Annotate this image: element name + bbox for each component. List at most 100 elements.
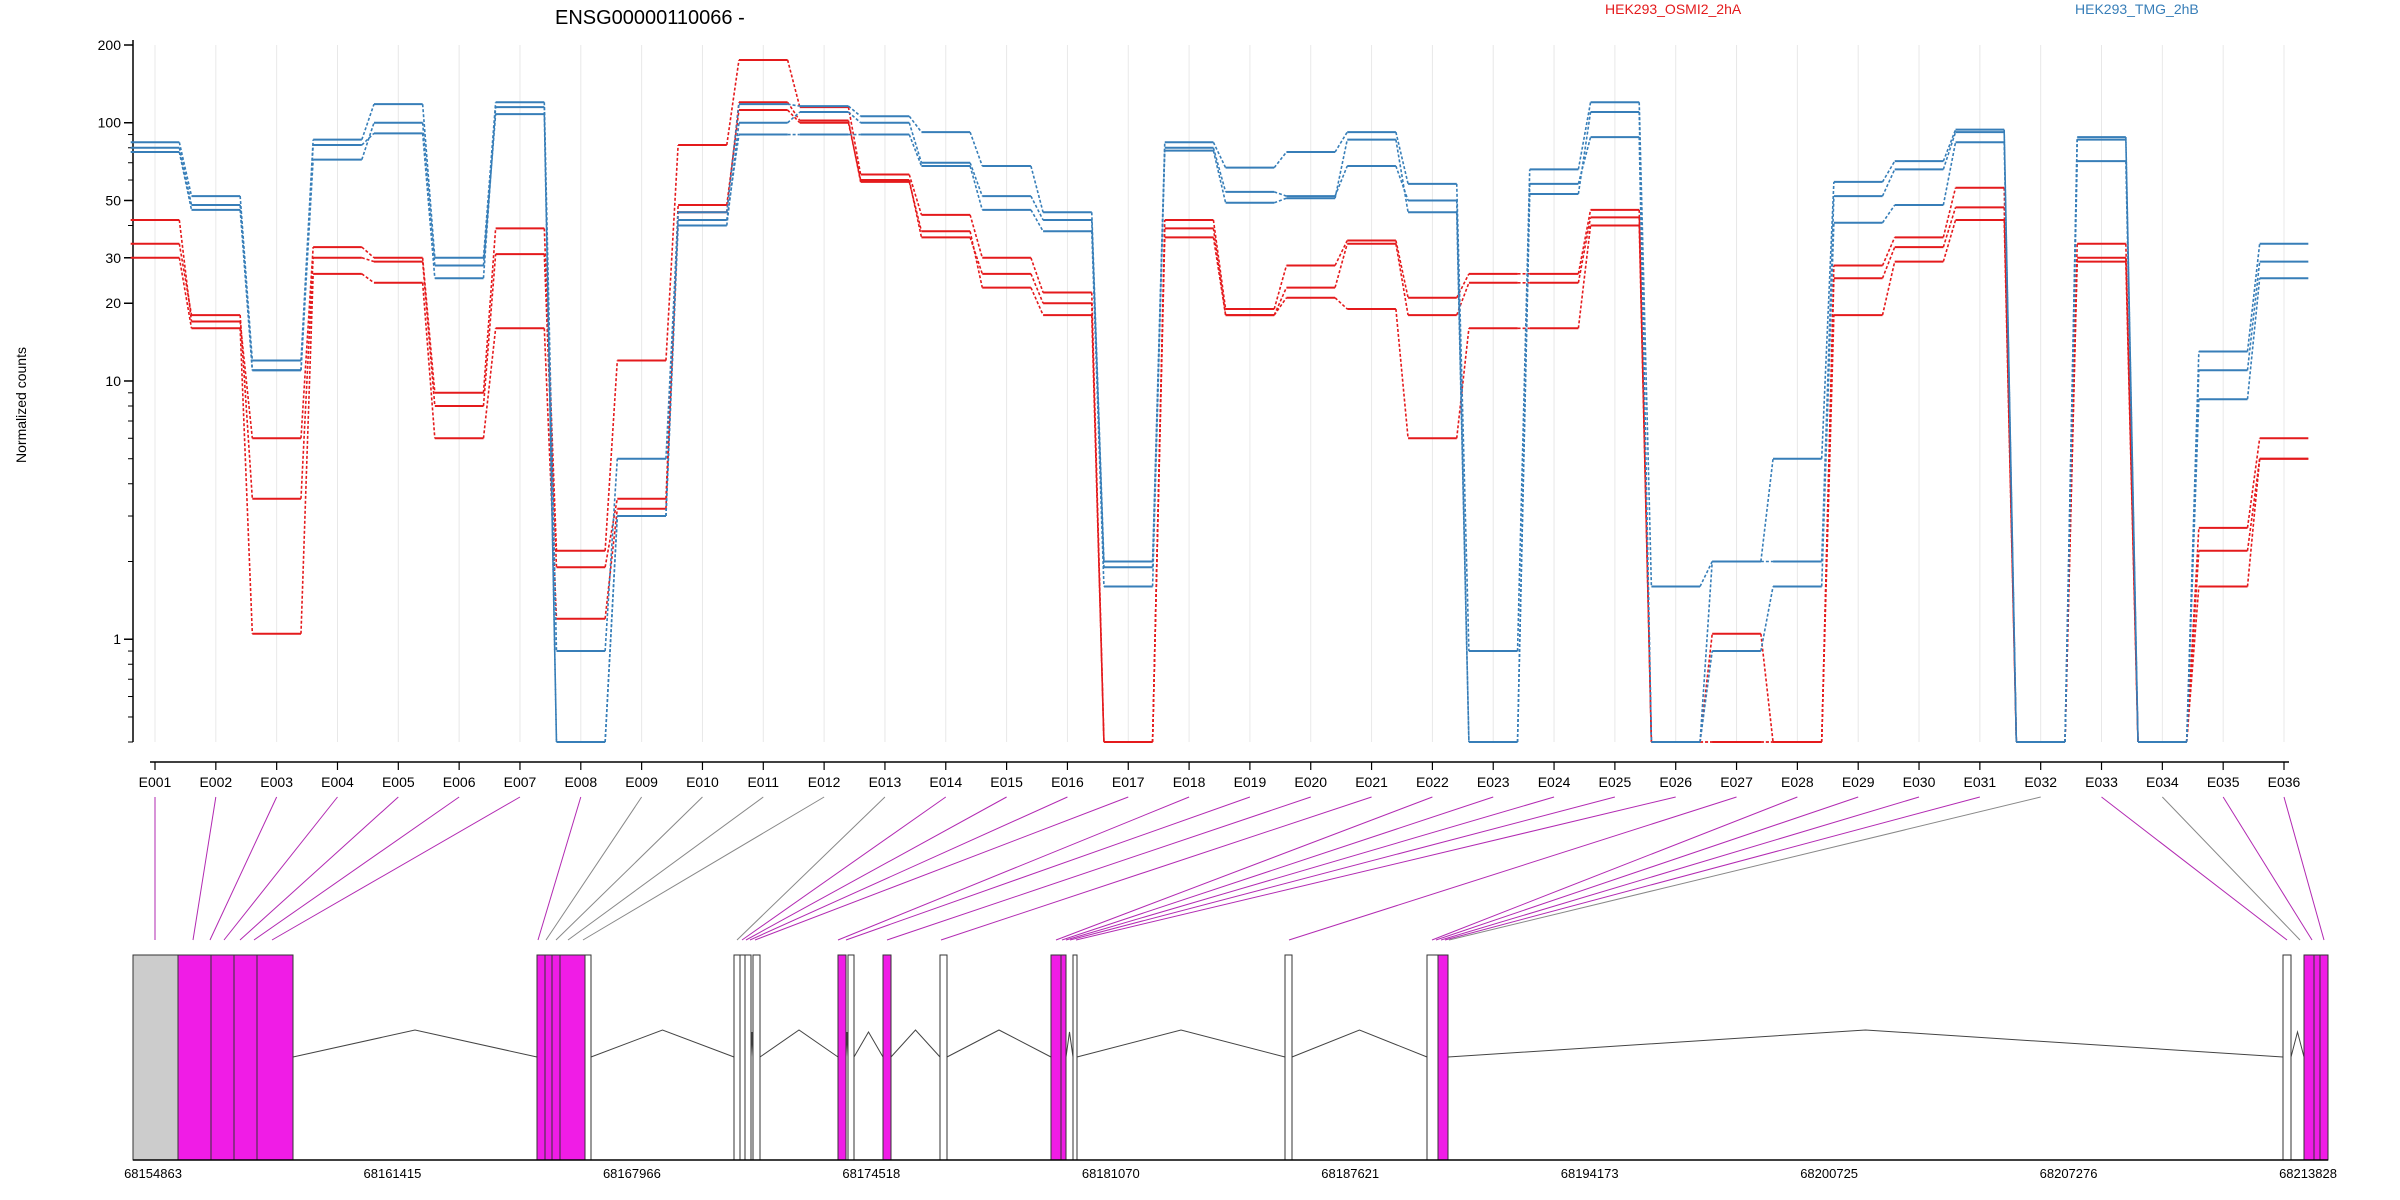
transition-2-E015 — [1030, 287, 1044, 316]
genome-coordinate-7: 68200725 — [1800, 1166, 1858, 1181]
connector-E024 — [1065, 796, 1555, 941]
legend-entry-osmi2: HEK293_OSMI2_2hA — [1605, 1, 1742, 17]
exon-25 — [2282, 954, 2292, 1161]
transition-2-E011 — [786, 101, 801, 121]
transition-3-E016 — [1090, 212, 1105, 562]
transition-2-E007 — [543, 328, 558, 619]
transition-2-E024 — [1577, 225, 1592, 329]
transition-3-E013 — [908, 115, 923, 133]
connector-E008 — [537, 796, 582, 941]
connector-E004 — [223, 796, 338, 941]
transition-1-E005 — [421, 261, 436, 407]
transition-5-E004 — [361, 132, 375, 146]
exon-13 — [744, 954, 752, 1161]
exon-23 — [1426, 954, 1439, 1161]
transition-2-E034 — [2185, 586, 2200, 743]
x-tick-label-E029: E029 — [1842, 774, 1875, 790]
x-tick-label-E022: E022 — [1416, 774, 1449, 790]
transition-2-E013 — [908, 181, 923, 232]
transition-5-E016 — [1090, 231, 1105, 587]
connector-E025 — [1069, 796, 1616, 941]
series-1 — [130, 109, 2309, 743]
transition-5-E010 — [725, 134, 740, 221]
transition-3-E005 — [421, 104, 436, 258]
x-tick-label-E007: E007 — [504, 774, 537, 790]
x-tick-label-E033: E033 — [2085, 774, 2118, 790]
genome-coordinate-4: 68181070 — [1082, 1166, 1140, 1181]
transition-3-E015 — [1030, 165, 1044, 213]
transition-2-E002 — [239, 328, 254, 634]
transition-0-E005 — [421, 257, 436, 393]
transition-1-E030 — [1942, 207, 1957, 248]
transition-4-E024 — [1577, 111, 1592, 195]
transition-2-E012 — [847, 120, 862, 183]
transition-5-E009 — [665, 220, 679, 517]
connector-E005 — [239, 796, 399, 941]
transition-3-E002 — [239, 196, 254, 361]
transition-3-E021 — [1395, 131, 1409, 185]
exon-21 — [1072, 954, 1078, 1161]
transition-1-E035 — [2246, 458, 2261, 551]
intron-9 — [590, 1029, 735, 1058]
transition-2-E019 — [1273, 297, 1288, 316]
transition-3-E012 — [847, 105, 862, 117]
transition-1-E006 — [482, 254, 497, 407]
transition-3-E001 — [178, 142, 193, 197]
transition-4-E021 — [1395, 165, 1409, 201]
transition-3-E026 — [1699, 561, 1713, 587]
connector-E033 — [2101, 796, 2288, 941]
y-tick-label-100: 100 — [98, 115, 122, 131]
exon-9 — [559, 954, 586, 1161]
exon-8 — [551, 954, 561, 1161]
exon-15 — [837, 954, 847, 1161]
transition-5-E035 — [2246, 278, 2261, 400]
transition-0-E029 — [1881, 237, 1896, 266]
exon-2 — [177, 954, 212, 1161]
series-2 — [130, 101, 2309, 743]
intron-13 — [759, 1029, 839, 1058]
connector-E019 — [845, 796, 1251, 941]
x-tick-label-E031: E031 — [1964, 774, 1997, 790]
connector-E021 — [940, 796, 1372, 941]
transition-1-E021 — [1395, 243, 1409, 316]
transition-0-E008 — [604, 360, 619, 551]
transition-3-E027 — [1760, 458, 1774, 562]
transition-3-E019 — [1273, 151, 1288, 169]
connector-E010 — [555, 796, 703, 941]
x-tick-label-E025: E025 — [1599, 774, 1632, 790]
transition-5-E017 — [1151, 150, 1166, 587]
intron-21 — [1291, 1029, 1428, 1058]
exon-11 — [733, 954, 741, 1161]
transition-5-E028 — [1820, 222, 1835, 587]
x-tick-label-E012: E012 — [808, 774, 841, 790]
exon-18 — [939, 954, 948, 1161]
connector-E030 — [1440, 796, 1920, 941]
intron-20 — [1076, 1029, 1286, 1058]
transition-1-E020 — [1334, 243, 1349, 288]
transition-1-E018 — [1212, 228, 1227, 316]
y-tick-label-10: 10 — [105, 373, 121, 389]
exon-22 — [1284, 954, 1293, 1161]
transition-5-E002 — [239, 209, 254, 371]
transition-4-E022 — [1455, 200, 1470, 743]
transition-5-E005 — [421, 133, 436, 279]
transition-5-E007 — [543, 107, 558, 743]
x-tick-label-E036: E036 — [2268, 774, 2301, 790]
transition-3-E010 — [725, 104, 740, 213]
connector-E028 — [1431, 796, 1798, 941]
exon-17 — [882, 954, 892, 1161]
intron-24 — [2290, 1030, 2305, 1058]
x-tick-label-E026: E026 — [1659, 774, 1692, 790]
transition-3-E014 — [969, 131, 984, 167]
x-tick-label-E034: E034 — [2146, 774, 2179, 790]
transition-5-E030 — [1942, 142, 1957, 206]
transition-0-E018 — [1212, 219, 1227, 310]
transition-3-E030 — [1942, 129, 1957, 162]
transition-4-E030 — [1942, 131, 1957, 170]
transition-2-E004 — [361, 273, 375, 284]
transition-3-E008 — [604, 458, 619, 652]
exon-20 — [1060, 954, 1067, 1161]
transition-4-E035 — [2246, 261, 2261, 371]
transition-5-E025 — [1638, 137, 1653, 743]
x-tick-label-E023: E023 — [1477, 774, 1510, 790]
